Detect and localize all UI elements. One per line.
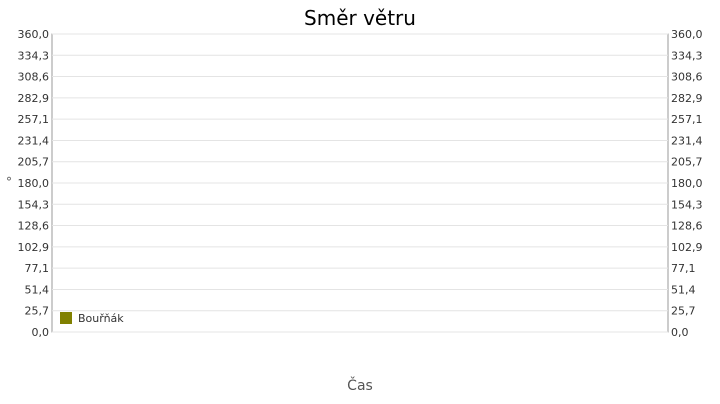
chart-title: Směr větru (304, 6, 416, 30)
y2-tick-label: 257,1 (671, 113, 703, 126)
y-tick-label: 128,6 (18, 220, 50, 233)
y-tick-label: 77,1 (25, 262, 50, 275)
y2-tick-label: 77,1 (671, 262, 696, 275)
legend-swatch (60, 312, 72, 324)
y-tick-label: 282,9 (18, 92, 50, 105)
y-tick-label: 0,0 (32, 326, 50, 339)
y2-tick-label: 51,4 (671, 283, 696, 296)
y-tick-label: 25,7 (25, 305, 50, 318)
y2-tick-label: 128,6 (671, 220, 703, 233)
y2-tick-label: 231,4 (671, 134, 703, 147)
y-tick-label: 180,0 (18, 177, 50, 190)
y2-tick-label: 282,9 (671, 92, 703, 105)
y2-tick-label: 360,0 (671, 28, 703, 41)
y-tick-label: 308,6 (18, 71, 50, 84)
y-tick-label: 51,4 (25, 283, 50, 296)
y-tick-label: 334,3 (18, 49, 50, 62)
y-tick-label: 205,7 (18, 156, 50, 169)
x-axis-label: Čas (347, 376, 373, 394)
y-tick-label: 154,3 (18, 198, 50, 211)
y2-tick-label: 308,6 (671, 71, 703, 84)
y-tick-label: 102,9 (18, 241, 50, 254)
y2-tick-label: 154,3 (671, 198, 703, 211)
y-tick-label: 231,4 (18, 134, 50, 147)
y-tick-label: 360,0 (18, 28, 50, 41)
y-tick-label: 257,1 (18, 113, 50, 126)
y2-tick-label: 0,0 (671, 326, 689, 339)
y2-tick-label: 180,0 (671, 177, 703, 190)
y2-tick-label: 102,9 (671, 241, 703, 254)
legend-label: Bouřňák (78, 312, 124, 325)
y2-tick-label: 334,3 (671, 49, 703, 62)
y2-tick-label: 205,7 (671, 156, 703, 169)
y2-tick-label: 25,7 (671, 305, 696, 318)
y-axis-label: ° (6, 175, 12, 189)
